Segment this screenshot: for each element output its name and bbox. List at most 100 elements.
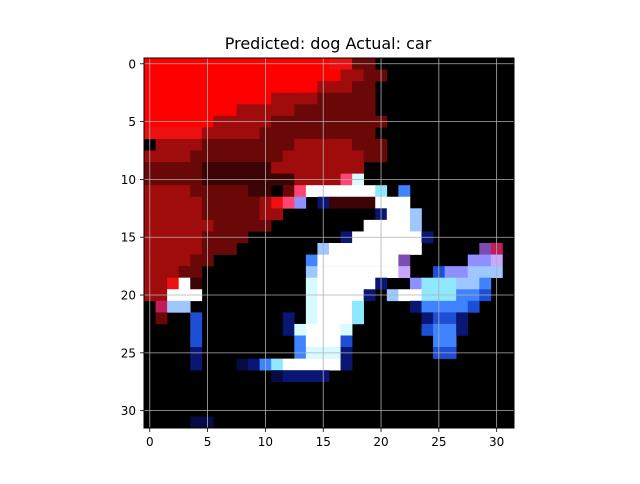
image-pixel-span	[167, 300, 179, 313]
image-pixel-span	[317, 266, 399, 278]
image-pixel-span	[144, 196, 203, 209]
image-pixel-span	[352, 138, 388, 151]
image-pixel-span	[190, 416, 214, 429]
grid-lines	[144, 58, 514, 428]
image-pixel-span	[144, 104, 237, 117]
image-pixel-span	[421, 312, 434, 325]
image-pixel-span	[190, 185, 249, 198]
image-pixel-span	[363, 150, 388, 163]
image-pixel-span	[271, 370, 284, 383]
image-pixel-span	[259, 127, 376, 140]
image-pixel-span	[421, 300, 469, 313]
image-pixel-span	[398, 185, 411, 198]
image-pixel-span	[317, 92, 376, 105]
image-pixel-span	[294, 323, 307, 336]
image-pixel-span	[144, 208, 203, 221]
image-pixel-span	[305, 277, 318, 290]
image-pixel-span	[352, 300, 364, 313]
image-pixel-span	[340, 358, 353, 371]
x-tick-label: 5	[204, 435, 212, 449]
image-pixel-span	[144, 243, 203, 255]
image-pixel-span	[317, 312, 353, 325]
image-pixel-span	[444, 266, 469, 278]
image-pixel-span	[201, 208, 260, 221]
image-pixel-span	[271, 358, 284, 371]
x-tick-label: 15	[316, 435, 331, 449]
image-pixel-span	[201, 196, 260, 209]
x-tick-label: 20	[373, 435, 388, 449]
image-pixel-span	[190, 312, 203, 325]
image-pixel-span	[352, 81, 376, 93]
image-pixel-span	[144, 69, 341, 82]
image-pixel-span	[409, 208, 422, 221]
image-pixel-span	[456, 312, 469, 325]
image-pixel-span	[398, 254, 411, 267]
image-pixel-span	[155, 300, 168, 313]
image-pixel-span	[271, 162, 364, 174]
image-pixel-span	[271, 196, 284, 209]
image-pixel-span	[282, 358, 341, 371]
image-pixel-span	[317, 300, 353, 313]
x-tick-label: 10	[258, 435, 273, 449]
x-tick-label: 30	[489, 435, 504, 449]
image-pixel-span	[467, 300, 480, 313]
image-pixel-span	[433, 323, 457, 336]
image-pixel-span	[329, 243, 422, 255]
image-pixels	[144, 58, 514, 429]
image-pixel-span	[190, 254, 214, 267]
image-pixel-span	[144, 277, 168, 290]
image-pixel-span	[398, 266, 411, 278]
image-pixel-span	[305, 254, 318, 267]
x-axis: 0 5 10 15 20 25 30	[146, 428, 504, 449]
y-tick-label: 20	[121, 289, 136, 303]
image-pixel-span	[294, 196, 307, 209]
image-pixel-span	[190, 358, 203, 371]
image-pixel-span	[340, 335, 353, 348]
image-pixel-span	[167, 277, 179, 290]
image-pixel-span	[340, 69, 364, 82]
image-pixel-span	[305, 185, 376, 198]
image-pixel-span	[271, 92, 318, 105]
image-pixel-span	[386, 196, 411, 209]
image-pixel-span	[294, 185, 307, 198]
image-pixel-span	[144, 150, 191, 163]
image-pixel-span	[248, 358, 260, 371]
image-pixel-span	[282, 370, 330, 383]
image-pixel-span	[340, 323, 353, 336]
y-tick-label: 5	[128, 115, 136, 129]
image-pixel-span	[317, 277, 376, 290]
image-pixel-span	[190, 277, 203, 290]
image-pixel-span	[178, 277, 191, 290]
image-pixel-span	[294, 104, 376, 117]
image-pixel-span	[305, 300, 318, 313]
x-tick-label: 0	[146, 435, 154, 449]
y-tick-label: 0	[128, 57, 136, 71]
image-pixel-span	[363, 69, 388, 82]
image-pixel-span	[282, 185, 295, 198]
image-pixel-span	[201, 138, 295, 151]
image-pixel-span	[155, 312, 168, 325]
plot-frame	[143, 57, 515, 429]
image-pixel-span	[248, 185, 272, 198]
image-pixel-span	[305, 266, 318, 278]
image-pixel-span	[259, 208, 284, 221]
image-pixel-span	[467, 266, 492, 278]
image-pixel-span	[305, 312, 318, 325]
image-pixel-span	[282, 196, 295, 209]
image-pixel-span	[467, 254, 492, 267]
image-pixel-span	[190, 150, 284, 163]
y-tick-label: 10	[121, 173, 136, 187]
image-pixel-span	[236, 358, 249, 371]
image-pixel-span	[456, 277, 480, 290]
image-pixel-span	[456, 323, 469, 336]
chart-title: Predicted: dog Actual: car	[225, 34, 432, 53]
image-pixel-span	[178, 300, 191, 313]
y-axis: 0 5 10 15 20 25 30	[121, 57, 144, 418]
image-pixel-span	[282, 323, 295, 336]
image-pixel-span	[144, 162, 203, 174]
image-pixel-span	[352, 312, 364, 325]
image-pixel-span	[144, 254, 191, 267]
y-tick-label: 30	[121, 404, 136, 418]
